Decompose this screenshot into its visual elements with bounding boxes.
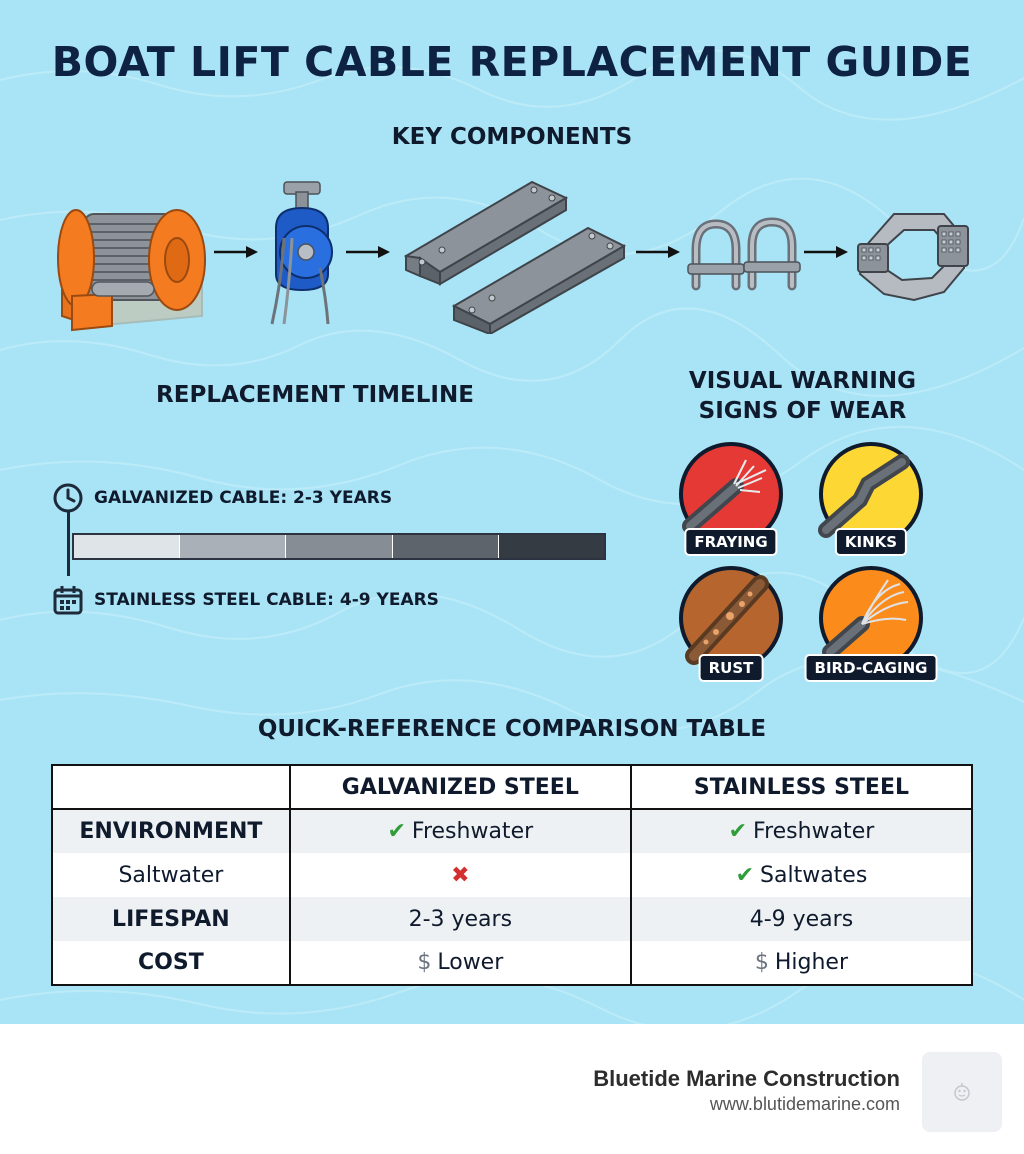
warning-rust: RUST (676, 560, 786, 690)
row-header-cost: COST (51, 941, 291, 985)
company-name: Bluetide Marine Construction (593, 1066, 900, 1091)
logo-icon (954, 1083, 970, 1101)
dollar-icon: $ (417, 950, 432, 975)
warning-title-line1: VISUAL WARNING (688, 368, 917, 394)
column-header-stainless: STAINLESS STEEL (629, 765, 974, 810)
arrow-right-icon (636, 246, 680, 258)
footer: Bluetide Marine Construction www.blutide… (0, 1024, 1024, 1154)
cable-clamps-icon (687, 217, 801, 291)
cell-value: Higher (774, 950, 849, 975)
cable-bracket-icon (857, 213, 969, 302)
warning-title-line2: SIGNS OF WEAR (698, 398, 907, 424)
table-cell: ✔ Saltwates (629, 853, 974, 897)
table-cell: 4-9 years (629, 897, 974, 941)
checkmark-icon: ✔ (728, 819, 748, 844)
timeline-marker (67, 510, 70, 576)
table-row: Saltwater ✖ ✔ Saltwates (51, 853, 974, 897)
infographic: BOAT LIFT CABLE REPLACEMENT GUIDE KEY CO… (0, 0, 1024, 1024)
warning-bird-caging: BIRD-CAGING (804, 560, 938, 690)
arrow-right-icon (346, 246, 390, 258)
table-cell: 2-3 years (288, 897, 632, 941)
dollar-icon: $ (754, 950, 769, 975)
company-info: Bluetide Marine Construction www.blutide… (593, 1066, 900, 1115)
kinks-label: KINKS (834, 528, 908, 556)
row-header-saltwater: Saltwater (51, 853, 291, 897)
row-header-lifespan: LIFESPAN (51, 897, 291, 941)
arrow-right-icon (804, 246, 848, 258)
table-row: LIFESPAN 2-3 years 4-9 years (51, 897, 974, 941)
frayed-cable-icon (679, 442, 783, 546)
bird-caging-label: BIRD-CAGING (804, 654, 938, 682)
pulley-block-icon (270, 181, 333, 325)
cross-icon: ✖ (451, 862, 470, 888)
galvanized-timeline-label: GALVANIZED CABLE: 2-3 YEARS (94, 488, 393, 508)
calendar-icon (53, 586, 83, 615)
cell-value: Lower (437, 950, 504, 975)
stainless-timeline-label: STAINLESS STEEL CABLE: 4-9 YEARS (94, 590, 439, 610)
warning-kinks: KINKS (816, 434, 926, 564)
company-logo (922, 1052, 1002, 1132)
checkmark-icon: ✔ (387, 819, 406, 844)
table-cell: ✖ (288, 853, 632, 897)
table-row: ENVIRONMENT ✔ Freshwater ✔ Freshwater (51, 809, 974, 853)
key-components-title: KEY COMPONENTS (391, 124, 633, 150)
winch-drum-icon (57, 209, 206, 332)
comparison-table-title: QUICK-REFERENCE COMPARISON TABLE (257, 716, 767, 742)
warning-signs-title: VISUAL WARNING SIGNS OF WEAR (640, 366, 965, 426)
comparison-table: GALVANIZED STEEL STAINLESS STEEL ENVIRON… (51, 764, 974, 986)
table-header-row: GALVANIZED STEEL STAINLESS STEEL (51, 765, 974, 810)
timeline-segment (180, 535, 287, 558)
rust-label: RUST (698, 654, 764, 682)
fraying-label: FRAYING (684, 528, 778, 556)
table-cell: $ Higher (629, 941, 974, 985)
stainless-timeline-row: STAINLESS STEEL CABLE: 4-9 YEARS (52, 584, 439, 616)
timeline-segment (74, 535, 181, 558)
steel-beams-icon (403, 180, 627, 334)
table-cell: $ Lower (288, 941, 632, 985)
bird-caging-cable-icon (819, 566, 923, 670)
timeline-bar (72, 533, 606, 560)
checkmark-icon: ✔ (735, 862, 755, 888)
page-title: BOAT LIFT CABLE REPLACEMENT GUIDE (51, 38, 973, 86)
table-cell: ✔ Freshwater (288, 809, 632, 853)
timeline-segment (498, 535, 605, 558)
timeline-segment (392, 535, 499, 558)
company-url[interactable]: www.blutidemarine.com (709, 1094, 900, 1114)
warning-fraying: FRAYING (676, 434, 786, 564)
cell-value: Freshwater (753, 819, 875, 844)
arrow-right-icon (214, 246, 258, 258)
timeline-title: REPLACEMENT TIMELINE (156, 382, 474, 408)
cell-value: Freshwater (411, 819, 534, 844)
row-header-environment: ENVIRONMENT (51, 809, 291, 853)
column-header (51, 765, 291, 810)
cell-value: Saltwates (760, 862, 868, 888)
table-cell: ✔ Freshwater (629, 809, 974, 853)
table-row: COST $ Lower $ Higher (51, 941, 974, 985)
timeline-segment (286, 535, 393, 558)
galvanized-timeline-row: GALVANIZED CABLE: 2-3 YEARS (52, 482, 392, 514)
column-header-galvanized: GALVANIZED STEEL (288, 765, 632, 810)
